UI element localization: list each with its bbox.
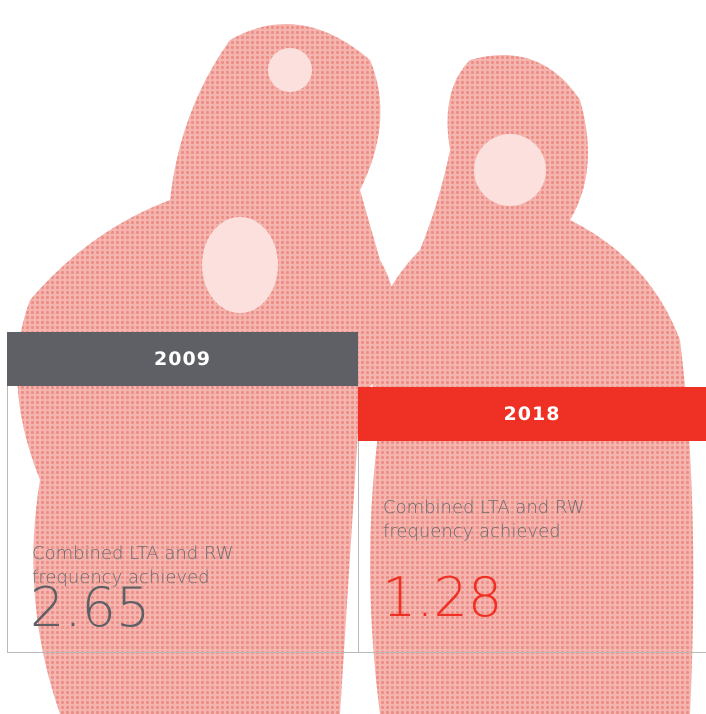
year-header: 2018 (358, 387, 706, 441)
panel-label: Combined LTA and RW frequency achieved (32, 543, 234, 588)
panel-label: Combined LTA and RW frequency achieved (383, 497, 585, 542)
panel-value: 1.28 (382, 566, 503, 629)
divider (7, 652, 706, 653)
panel-box (7, 386, 359, 652)
panel-value: 2.65 (30, 576, 151, 639)
year-header: 2009 (7, 332, 358, 386)
